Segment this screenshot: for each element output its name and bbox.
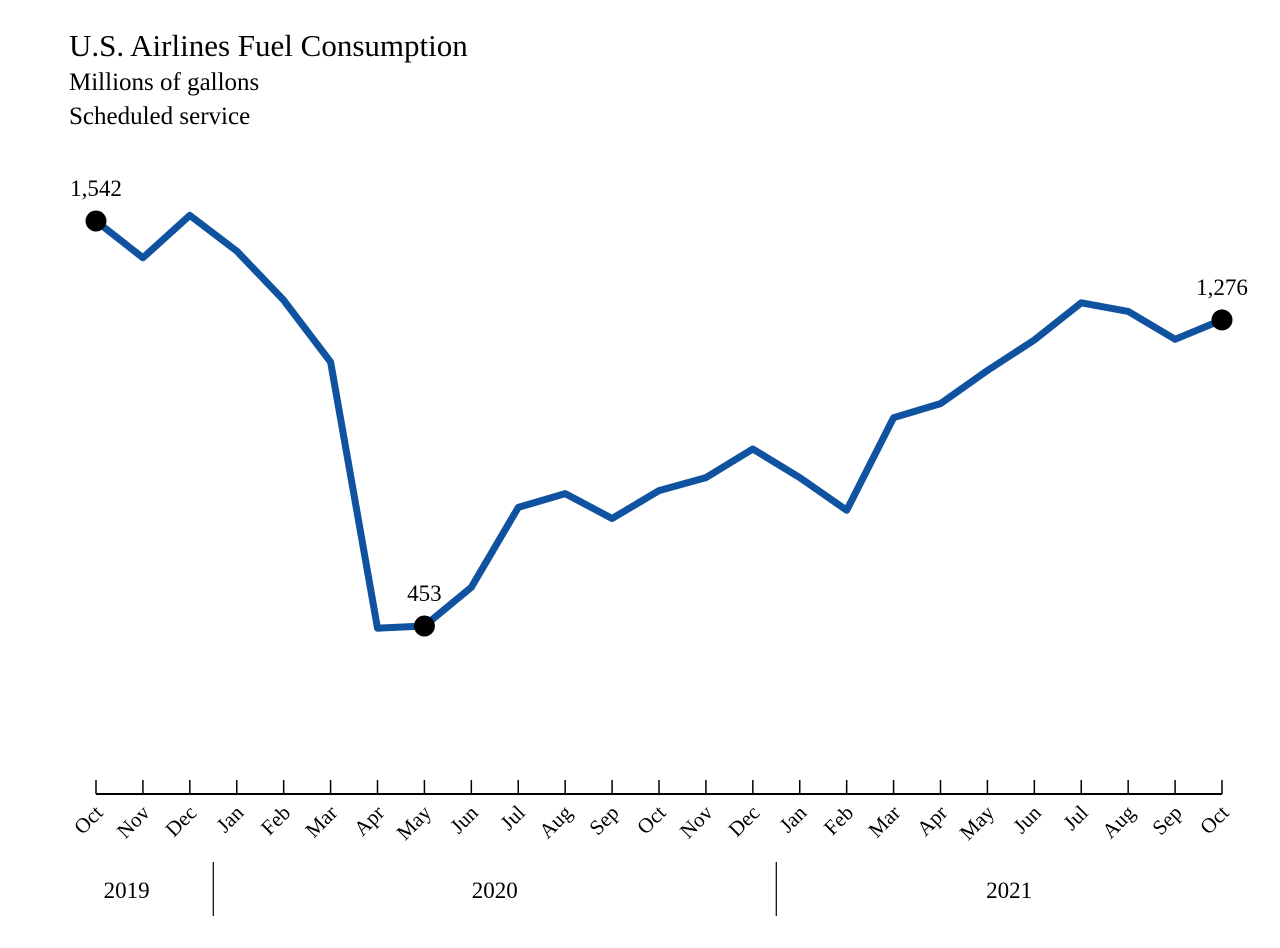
x-tick-label: Jun	[1008, 800, 1046, 838]
x-tick-label: Sep	[1147, 801, 1186, 840]
data-label: 1,542	[70, 176, 122, 201]
x-tick-label: Mar	[300, 801, 342, 843]
x-tick-label: Apr	[349, 801, 389, 841]
fuel-consumption-line	[92, 211, 1226, 632]
x-tick-label: May	[392, 800, 437, 845]
x-tick-label: Jul	[495, 800, 529, 834]
x-tick-label: Apr	[912, 801, 952, 841]
x-tick-label: Dec	[723, 801, 764, 842]
chart-subtitle-service: Scheduled service	[69, 103, 251, 130]
x-tick-label: Aug	[1097, 800, 1140, 843]
x-tick-label: Oct	[632, 800, 671, 839]
x-tick-label: Feb	[256, 801, 295, 840]
x-tick-label: Jun	[445, 800, 483, 838]
x-tick-label: Aug	[534, 800, 577, 843]
year-label: 2019	[104, 878, 150, 903]
x-tick-label: Mar	[863, 801, 905, 843]
x-tick-label: Jan	[212, 800, 249, 837]
x-tick-label: Jul	[1058, 800, 1092, 834]
chart-title: U.S. Airlines Fuel Consumption	[69, 28, 468, 63]
x-tick-label: Jan	[775, 800, 812, 837]
x-tick-label: Nov	[675, 800, 718, 843]
x-tick-label: Feb	[819, 801, 858, 840]
data-label: 453	[407, 581, 442, 606]
x-tick-label: Oct	[69, 800, 108, 839]
data-point-marker	[413, 615, 435, 637]
year-label: 2020	[472, 878, 518, 903]
chart-subtitle-units: Millions of gallons	[69, 69, 260, 96]
x-tick-label: Sep	[584, 801, 623, 840]
x-tick-label: Dec	[160, 801, 201, 842]
year-label: 2021	[986, 878, 1032, 903]
x-tick-label: Oct	[1195, 800, 1234, 839]
data-label: 1,276	[1196, 275, 1248, 300]
data-point-marker	[1211, 309, 1233, 331]
data-point-marker	[85, 210, 107, 232]
x-tick-label: May	[955, 800, 1000, 845]
x-tick-label: Nov	[112, 800, 155, 843]
